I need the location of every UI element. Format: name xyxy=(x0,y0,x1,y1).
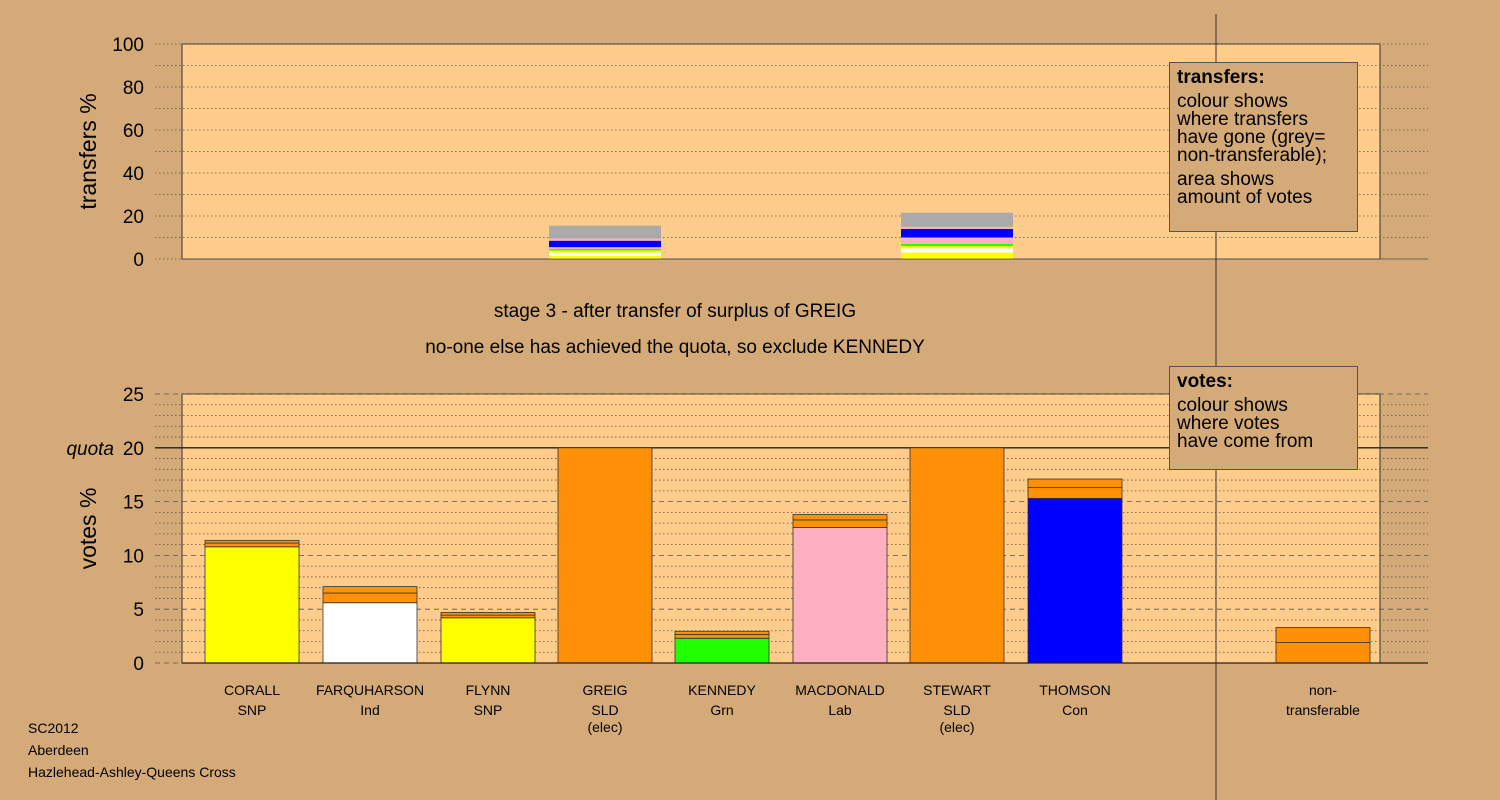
vote-bar-segment xyxy=(440,612,536,616)
transfers-tick-label: 0 xyxy=(133,250,144,271)
vote-bar-segment xyxy=(322,592,418,604)
transfers-tick-label: 100 xyxy=(112,35,144,56)
votes-legend: votes: colour shows where votes have com… xyxy=(1169,366,1358,470)
candidate-party-label: Grn xyxy=(710,702,733,718)
transfer-segment xyxy=(901,252,1013,259)
transfer-segment xyxy=(549,240,661,248)
votes-legend-line: have come from xyxy=(1177,431,1314,452)
votes-tick-label: 20 xyxy=(123,439,144,460)
vote-bar-segment xyxy=(1027,478,1123,489)
votes-tick-label: 0 xyxy=(133,654,144,675)
votes-legend-heading: votes: xyxy=(1177,371,1233,392)
votes-legend-line: colour shows xyxy=(1177,395,1288,416)
candidate-party-label: Con xyxy=(1062,702,1088,718)
candidate-party-label: Lab xyxy=(828,702,852,718)
footer-ward: Hazlehead-Ashley-Queens Cross xyxy=(28,764,236,780)
transfers-axis-label: transfers % xyxy=(75,93,101,209)
transfer-segment xyxy=(549,247,661,249)
transfers-legend: transfers: colour shows where transfers … xyxy=(1169,62,1358,232)
transfers-tick-label: 80 xyxy=(123,78,144,99)
candidate-party-label: SNP xyxy=(474,702,503,718)
candidate-note-label: (elec) xyxy=(587,719,622,735)
transfer-segment xyxy=(549,250,661,253)
footer-council: Aberdeen xyxy=(28,742,89,758)
candidate-name-label: MACDONALD xyxy=(795,682,884,698)
transfers-legend-line: where transfers xyxy=(1177,109,1308,130)
transfers-legend-line: area shows xyxy=(1177,169,1275,190)
vote-bar-segment xyxy=(1027,487,1123,499)
transfers-tick-label: 20 xyxy=(123,207,144,228)
transfers-legend-line: have gone (grey= xyxy=(1177,127,1326,148)
votes-tick-label: 25 xyxy=(123,385,144,406)
candidate-name-label: GREIG xyxy=(582,682,627,698)
transfer-segment xyxy=(901,243,1013,247)
vote-bar-segment xyxy=(792,527,888,664)
transfers-legend-line: non-transferable); xyxy=(1177,145,1327,166)
vote-bar-segment xyxy=(440,617,536,664)
candidate-party-label: transferable xyxy=(1286,702,1360,718)
vote-bar-segment xyxy=(674,630,770,635)
candidate-name-label: FLYNN xyxy=(466,682,511,698)
quota-label: quota xyxy=(66,439,114,460)
stage-text: stage 3 - after transfer of surplus of G… xyxy=(493,301,857,322)
vote-bar-segment xyxy=(440,614,536,619)
candidate-name-label: KENNEDY xyxy=(688,682,756,698)
candidate-party-label: SNP xyxy=(238,702,267,718)
votes-legend-line: where votes xyxy=(1177,413,1280,434)
footer-election: SC2012 xyxy=(28,720,79,736)
transfer-segment xyxy=(549,248,661,251)
vote-bar-segment xyxy=(792,519,888,528)
transfer-segment xyxy=(549,255,661,259)
candidate-party-label: SLD xyxy=(943,702,970,718)
transfer-segment xyxy=(901,246,1013,249)
vote-bar-segment xyxy=(1275,627,1371,643)
votes-tick-label: 15 xyxy=(123,493,144,514)
candidate-party-label: SLD xyxy=(591,702,618,718)
votes-axis-label: votes % xyxy=(75,488,101,570)
candidate-name-label: CORALL xyxy=(224,682,280,698)
vote-bar-segment xyxy=(557,447,653,664)
transfer-segment xyxy=(549,225,661,239)
vote-bar-segment xyxy=(674,637,770,664)
candidate-name-label: FARQUHARSON xyxy=(316,682,424,698)
transfer-segment xyxy=(901,248,1013,253)
transfers-legend-line: amount of votes xyxy=(1177,187,1313,208)
transfer-segment xyxy=(549,238,661,241)
transfer-segment xyxy=(901,237,1013,244)
votes-tick-label: 10 xyxy=(123,546,144,567)
vote-bar-segment xyxy=(1275,642,1371,664)
vote-bar-segment xyxy=(204,546,300,664)
transfers-legend-heading: transfers: xyxy=(1177,67,1265,88)
vote-bar-segment xyxy=(909,447,1005,664)
vote-bar-segment xyxy=(204,542,300,548)
vote-bar-segment xyxy=(322,602,418,664)
candidate-note-label: (elec) xyxy=(939,719,974,735)
candidate-name-label: STEWART xyxy=(923,682,991,698)
vote-bar-segment xyxy=(674,634,770,639)
candidate-name-label: non- xyxy=(1309,682,1337,698)
transfers-tick-label: 60 xyxy=(123,121,144,142)
transfer-segment xyxy=(549,252,661,256)
vote-bar-segment xyxy=(204,539,300,544)
transfers-legend-line: colour shows xyxy=(1177,91,1288,112)
candidate-name-label: THOMSON xyxy=(1039,682,1111,698)
candidate-party-label: Ind xyxy=(360,702,379,718)
vote-bar-segment xyxy=(1027,497,1123,664)
transfer-segment xyxy=(901,228,1013,238)
votes-tick-label: 5 xyxy=(133,600,144,621)
transfer-segment xyxy=(901,212,1013,227)
transfers-tick-label: 40 xyxy=(123,164,144,185)
vote-bar-segment xyxy=(792,514,888,521)
status-text: no-one else has achieved the quota, so e… xyxy=(425,337,925,358)
transfer-segment xyxy=(901,226,1013,229)
vote-bar-segment xyxy=(322,586,418,594)
